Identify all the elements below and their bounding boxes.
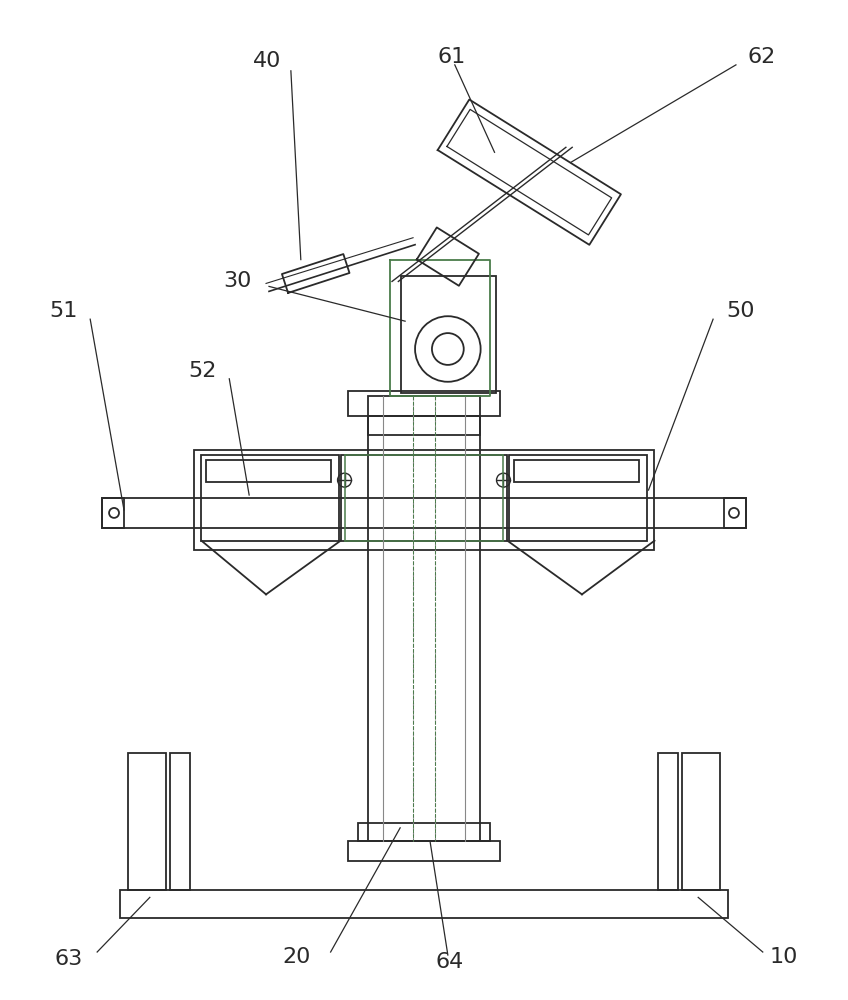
Bar <box>170 753 190 890</box>
Bar <box>368 416 480 435</box>
Bar <box>102 498 124 528</box>
Text: 63: 63 <box>54 949 82 969</box>
Text: 52: 52 <box>188 361 216 381</box>
Bar <box>120 890 728 918</box>
Bar <box>206 460 331 482</box>
Bar <box>515 460 639 482</box>
Bar <box>202 455 338 541</box>
Bar <box>359 823 489 841</box>
Bar <box>683 753 720 890</box>
Text: 61: 61 <box>438 47 466 67</box>
Bar <box>401 276 495 393</box>
Bar <box>128 753 165 890</box>
Text: 50: 50 <box>726 301 755 321</box>
Bar <box>349 391 499 416</box>
Bar <box>349 841 499 861</box>
Bar <box>341 455 507 541</box>
Text: 30: 30 <box>223 271 251 291</box>
Text: 10: 10 <box>770 947 798 967</box>
Text: 64: 64 <box>436 952 464 972</box>
Text: 62: 62 <box>748 47 776 67</box>
Bar <box>658 753 678 890</box>
Bar <box>102 498 746 528</box>
Bar <box>510 455 646 541</box>
Bar <box>724 498 746 528</box>
Text: 20: 20 <box>282 947 310 967</box>
Bar <box>368 396 480 841</box>
Text: 51: 51 <box>49 301 77 321</box>
Text: 40: 40 <box>253 51 281 71</box>
Bar <box>193 450 655 550</box>
